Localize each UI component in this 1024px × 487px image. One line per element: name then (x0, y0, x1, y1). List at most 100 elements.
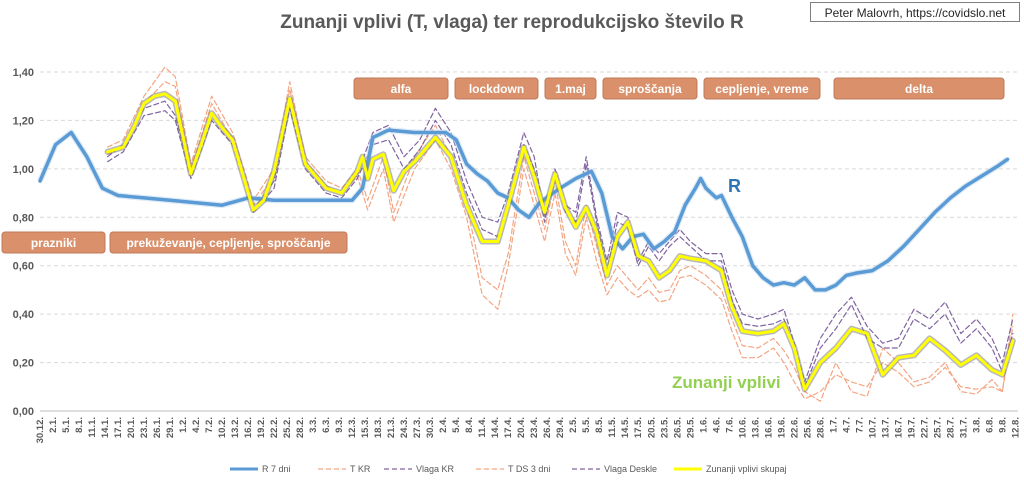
x-tick-label: 23.1. (139, 417, 150, 438)
x-tick-label: 29.5. (685, 417, 696, 438)
x-tick-label: 25.7. (932, 417, 943, 438)
y-tick-label: 0,00 (13, 406, 34, 418)
period-box (544, 77, 597, 100)
period-text: alfa (391, 82, 412, 96)
period-box (602, 77, 698, 100)
x-tick-label: 9.8. (997, 417, 1008, 433)
x-tick-label: 14.4. (490, 417, 501, 438)
legend-entry: Vlaga Deskle (604, 464, 657, 474)
x-tick-label: 28.6. (815, 417, 826, 438)
y-tick-label: 1,40 (13, 67, 34, 79)
x-tick-label: 11.5. (607, 417, 618, 438)
x-tick-label: 11.1. (87, 417, 98, 438)
series (37, 66, 1016, 402)
x-tick-label: 14.1. (100, 417, 111, 438)
x-tick-label: 10.7. (867, 417, 878, 438)
period-label: cepljenje, vreme (703, 77, 821, 100)
x-tick-label: 14.5. (620, 417, 631, 438)
x-tick-label: 6.3. (321, 417, 332, 433)
legend-entry: T DS 3 dni (508, 464, 550, 474)
x-tick-label: 20.4. (516, 417, 527, 438)
legend-entry: T KR (350, 464, 371, 474)
period-box (1, 231, 106, 254)
period-text: prekuževanje, cepljenje, sproščanje (126, 236, 330, 250)
x-tick-label: 16.2. (243, 417, 254, 438)
period-text: prazniki (31, 236, 76, 250)
x-tick-label: 17.4. (503, 417, 514, 438)
x-tick-label: 8.1. (74, 417, 85, 433)
period-labels: prazniki prekuževanje, cepljenje, sprošča… (1, 77, 1005, 254)
period-label: lockdown (454, 77, 539, 100)
annotations: R Zunanji vplivi (672, 176, 781, 392)
period-text: 1.maj (555, 82, 586, 96)
legend-entry: Zunanji vplivi skupaj (706, 464, 787, 474)
x-tick-label: 22.7. (919, 417, 930, 438)
x-tick-label: 28.2. (295, 417, 306, 438)
x-tick-label: 30.12. (35, 417, 46, 443)
x-tick-label: 17.5. (633, 417, 644, 438)
y-tick-label: 0,80 (13, 212, 34, 224)
x-tick-label: 27.3. (412, 417, 423, 438)
x-tick-label: 5.5. (581, 417, 592, 433)
x-tick-label: 3.3. (308, 417, 319, 433)
x-tick-label: 19.2. (256, 417, 267, 438)
x-tick-label: 31.7. (958, 417, 969, 438)
x-tick-label: 4.7. (841, 417, 852, 433)
x-tick-label: 5.1. (61, 417, 72, 433)
r-annotation: R (728, 176, 741, 196)
legend: R 7 dni T KR Vlaga KR T DS 3 dni Vlaga Deskl… (230, 464, 787, 474)
y-tick-label: 1,00 (13, 164, 34, 176)
period-box (109, 231, 348, 254)
x-tick-label: 11.4. (477, 417, 488, 438)
x-tick-label: 26.1. (152, 417, 163, 438)
x-tick-label: 22.2. (269, 417, 280, 438)
period-box (703, 77, 821, 100)
x-tick-label: 20.1. (126, 417, 137, 438)
period-text: sproščanja (618, 82, 682, 96)
x-tick-label: 19.7. (906, 417, 917, 438)
period-text: delta (905, 82, 933, 96)
x-tick-label: 20.5. (646, 417, 657, 438)
x-tick-label: 29.4. (555, 417, 566, 438)
x-tick-label: 7.6. (724, 417, 735, 433)
x-tick-label: 7.7. (854, 417, 865, 433)
x-tick-label: 25.6. (802, 417, 813, 438)
period-label: prazniki (1, 231, 106, 254)
legend-entry: Vlaga KR (416, 464, 455, 474)
period-box (454, 77, 539, 100)
period-box (353, 77, 449, 100)
period-label: 1.maj (544, 77, 597, 100)
x-tick-label: 4.2. (191, 417, 202, 433)
x-tick-label: 12.3. (347, 417, 358, 438)
y-tick-label: 1,20 (13, 115, 34, 127)
x-tick-label: 16.6. (763, 417, 774, 438)
x-tick-label: 2.1. (48, 417, 59, 433)
x-tick-label: 2.4. (438, 417, 449, 433)
x-tick-label: 24.3. (399, 417, 410, 438)
x-tick-label: 23.4. (529, 417, 540, 438)
x-tick-label: 21.3. (386, 417, 397, 438)
x-tick-label: 2.5. (568, 417, 579, 433)
x-tick-label: 26.4. (542, 417, 553, 438)
period-label: delta (833, 77, 1005, 100)
x-tick-label: 6.8. (984, 417, 995, 433)
x-tick-label: 1.6. (698, 417, 709, 433)
series-line-zunanji-vplivi-skupaj (106, 92, 1015, 391)
series-line-r-7-dni (38, 128, 1010, 292)
x-tick-label: 4.6. (711, 417, 722, 433)
x-tick-label: 5.4. (451, 417, 462, 433)
x-tick-label: 12.8. (1010, 417, 1021, 438)
x-tick-label: 16.7. (893, 417, 904, 438)
x-tick-label: 10.2. (217, 417, 228, 438)
x-tick-label: 19.6. (776, 417, 787, 438)
legend-entry: R 7 dni (262, 464, 291, 474)
period-label: sproščanja (602, 77, 698, 100)
x-tick-label: 18.3. (373, 417, 384, 438)
x-tick-label: 30.3. (425, 417, 436, 438)
period-label: prekuževanje, cepljenje, sproščanje (109, 231, 348, 254)
x-tick-label: 22.6. (789, 417, 800, 438)
period-label: alfa (353, 77, 449, 100)
y-tick-label: 0,20 (13, 358, 34, 370)
x-tick-label: 1.7. (828, 417, 839, 433)
